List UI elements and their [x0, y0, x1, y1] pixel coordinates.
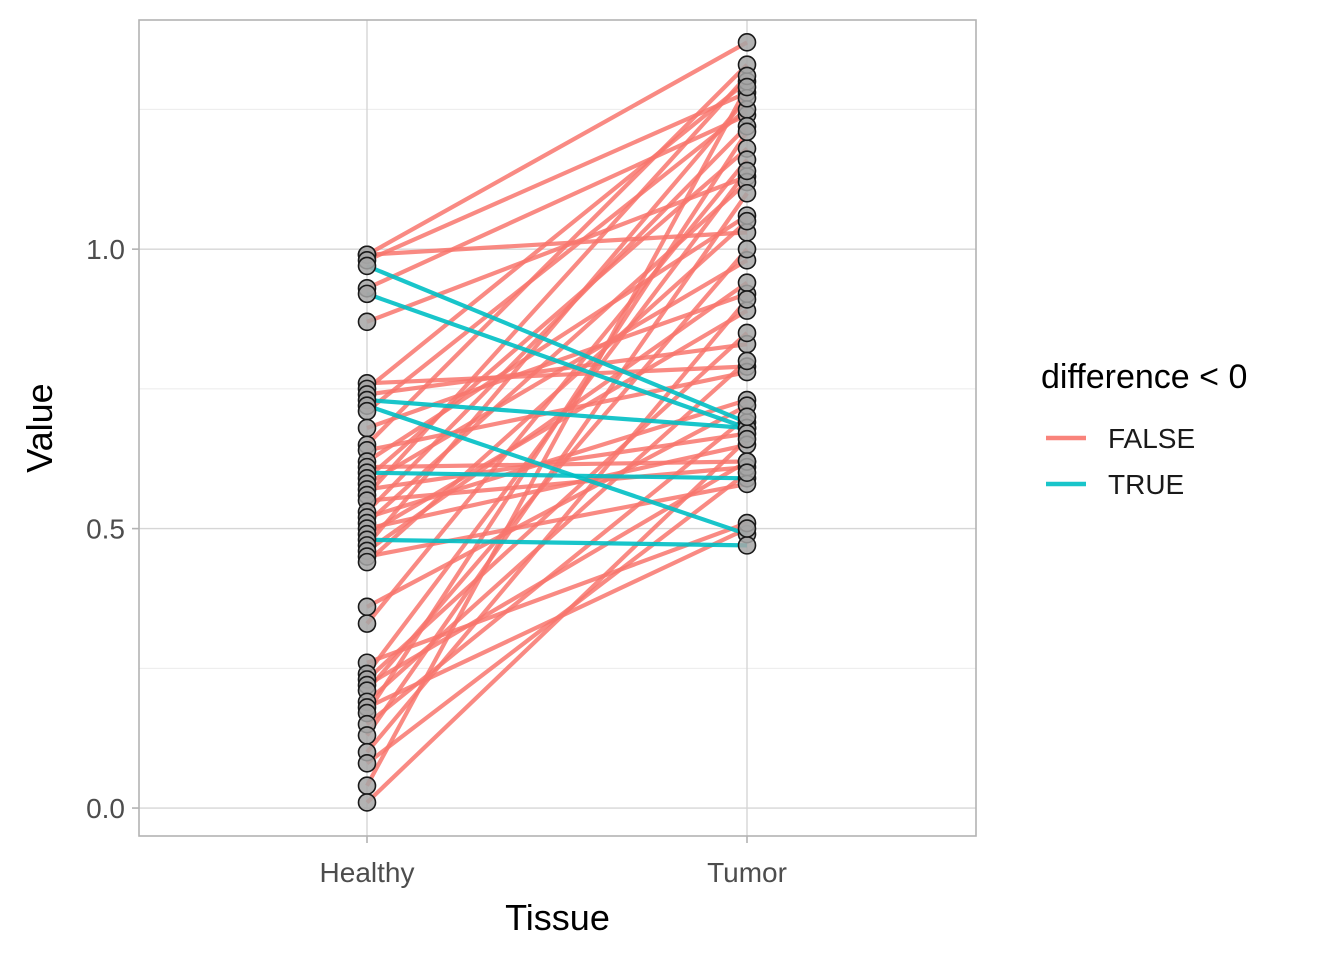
x-tick-label: Tumor	[707, 857, 787, 888]
y-tick-label: 0.0	[86, 793, 125, 824]
panel-border	[138, 19, 977, 837]
point-tumor	[737, 290, 757, 309]
point-healthy	[357, 793, 377, 812]
y-tick-label: 1.0	[86, 234, 125, 265]
data-points	[357, 33, 757, 812]
point-tumor	[737, 183, 757, 203]
point-healthy	[357, 754, 377, 773]
point-healthy	[357, 284, 377, 304]
point-tumor	[737, 429, 757, 449]
series-line-false	[365, 86, 749, 787]
point-healthy	[357, 726, 377, 745]
point-healthy	[357, 597, 377, 617]
series-line-false	[365, 437, 749, 804]
series-line-true	[366, 263, 748, 425]
legend-label-false: FALSE	[1108, 423, 1195, 454]
legend-entries: FALSE TRUE	[1046, 423, 1195, 500]
series-line-false	[365, 79, 749, 391]
series-line-false	[365, 107, 749, 413]
series-line-false	[365, 298, 749, 754]
x-tick-label: Healthy	[320, 857, 415, 888]
series-line-false	[366, 342, 748, 397]
x-axis-title: Tissue	[505, 897, 610, 938]
point-tumor	[737, 351, 757, 371]
point-tumor	[737, 239, 757, 259]
axes: 0.0 0.5 1.0 Healthy Tumor	[86, 234, 787, 888]
point-healthy	[357, 776, 377, 795]
point-tumor	[737, 536, 757, 555]
series-line-true	[366, 470, 748, 481]
point-tumor	[737, 33, 757, 52]
point-tumor	[737, 519, 757, 538]
series-line-false	[365, 331, 749, 682]
series-line-false	[365, 158, 749, 625]
point-tumor	[737, 323, 757, 343]
series-line-false	[365, 130, 749, 715]
series-line-false	[366, 442, 748, 531]
series-line-false	[365, 63, 749, 447]
point-healthy	[357, 312, 377, 332]
point-healthy	[357, 552, 377, 572]
series-line-false	[365, 40, 749, 257]
legend: difference < 0 FALSE TRUE	[1041, 358, 1247, 500]
series-line-true	[366, 403, 748, 537]
series-line-true	[366, 537, 748, 548]
y-axis-title: Value	[19, 383, 60, 472]
legend-title: difference < 0	[1041, 358, 1247, 396]
series-line-false	[365, 192, 749, 737]
point-tumor	[737, 161, 757, 181]
series-line-true	[366, 291, 748, 430]
point-tumor	[737, 211, 757, 231]
y-tick-label: 0.5	[86, 514, 125, 545]
series-line-true	[366, 397, 748, 431]
series-line-false	[366, 370, 748, 453]
point-healthy	[357, 614, 377, 633]
point-healthy	[357, 418, 377, 438]
point-tumor	[737, 77, 757, 97]
point-healthy	[357, 401, 377, 421]
series-lines	[365, 40, 749, 804]
point-tumor	[737, 122, 757, 142]
series-line-false	[365, 258, 749, 486]
grid-layer	[139, 20, 976, 836]
point-tumor	[737, 463, 757, 483]
series-line-false	[365, 96, 749, 547]
point-tumor	[737, 407, 757, 427]
series-line-false	[366, 90, 748, 263]
point-tumor	[737, 273, 757, 292]
legend-label-true: TRUE	[1108, 469, 1184, 500]
point-healthy	[357, 256, 377, 276]
